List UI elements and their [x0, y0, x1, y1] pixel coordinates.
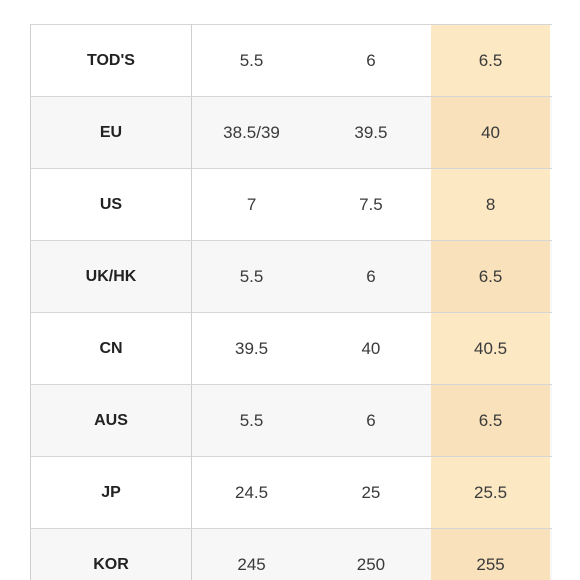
size-system-label: KOR — [30, 528, 192, 580]
size-row: KOR245250255260 — [30, 528, 552, 580]
size-system-label: JP — [30, 456, 192, 529]
size-value-cell[interactable]: 6 — [311, 24, 431, 97]
size-value-cell[interactable]: 8 — [430, 168, 551, 241]
size-value-cell[interactable]: 39.5 — [311, 96, 431, 169]
size-value-cell[interactable]: 5.5 — [191, 24, 312, 97]
size-system-label: US — [30, 168, 192, 241]
size-value-cell[interactable]: 7 — [550, 384, 552, 457]
size-value-cell[interactable]: 38.5/39 — [191, 96, 312, 169]
size-system-label: TOD'S — [30, 24, 192, 97]
size-value-cell[interactable]: 40 — [311, 312, 431, 385]
size-value-cell[interactable]: 24.5 — [191, 456, 312, 529]
size-value-cell[interactable]: 5.5 — [191, 240, 312, 313]
size-value-cell[interactable]: 7 — [550, 24, 552, 97]
size-value-cell[interactable]: 40 — [430, 96, 551, 169]
size-row: UK/HK5.566.57 — [30, 240, 552, 313]
size-value-cell[interactable]: 39.5 — [191, 312, 312, 385]
size-system-label: EU — [30, 96, 192, 169]
size-value-cell[interactable]: 25 — [311, 456, 431, 529]
size-value-cell[interactable]: 41 — [550, 312, 552, 385]
size-value-cell[interactable]: 5.5 — [191, 384, 312, 457]
size-row: TOD'S5.566.57 — [30, 24, 552, 97]
size-system-label: CN — [30, 312, 192, 385]
size-value-cell[interactable]: 255 — [430, 528, 551, 580]
size-chart-viewport[interactable]: TOD'S5.566.57EU38.5/3939.54040.5US77.588… — [30, 24, 552, 580]
size-value-cell[interactable]: 6.5 — [430, 24, 551, 97]
size-value-cell[interactable]: 6 — [311, 240, 431, 313]
size-system-label: AUS — [30, 384, 192, 457]
size-value-cell[interactable]: 250 — [311, 528, 431, 580]
size-value-cell[interactable]: 7 — [191, 168, 312, 241]
size-value-cell[interactable]: 7.5 — [311, 168, 431, 241]
size-value-cell[interactable]: 6.5 — [430, 384, 551, 457]
size-value-cell[interactable]: 25.5 — [430, 456, 551, 529]
size-value-cell[interactable]: 8.5 — [550, 168, 552, 241]
size-value-cell[interactable]: 260 — [550, 528, 552, 580]
size-value-cell[interactable]: 26 — [550, 456, 552, 529]
size-conversion-table: TOD'S5.566.57EU38.5/3939.54040.5US77.588… — [30, 24, 552, 580]
size-value-cell[interactable]: 6 — [311, 384, 431, 457]
size-value-cell[interactable]: 40.5 — [550, 96, 552, 169]
size-value-cell[interactable]: 7 — [550, 240, 552, 313]
size-system-label: UK/HK — [30, 240, 192, 313]
size-table-body: TOD'S5.566.57EU38.5/3939.54040.5US77.588… — [30, 24, 552, 580]
size-value-cell[interactable]: 245 — [191, 528, 312, 580]
size-value-cell[interactable]: 40.5 — [430, 312, 551, 385]
size-value-cell[interactable]: 6.5 — [430, 240, 551, 313]
